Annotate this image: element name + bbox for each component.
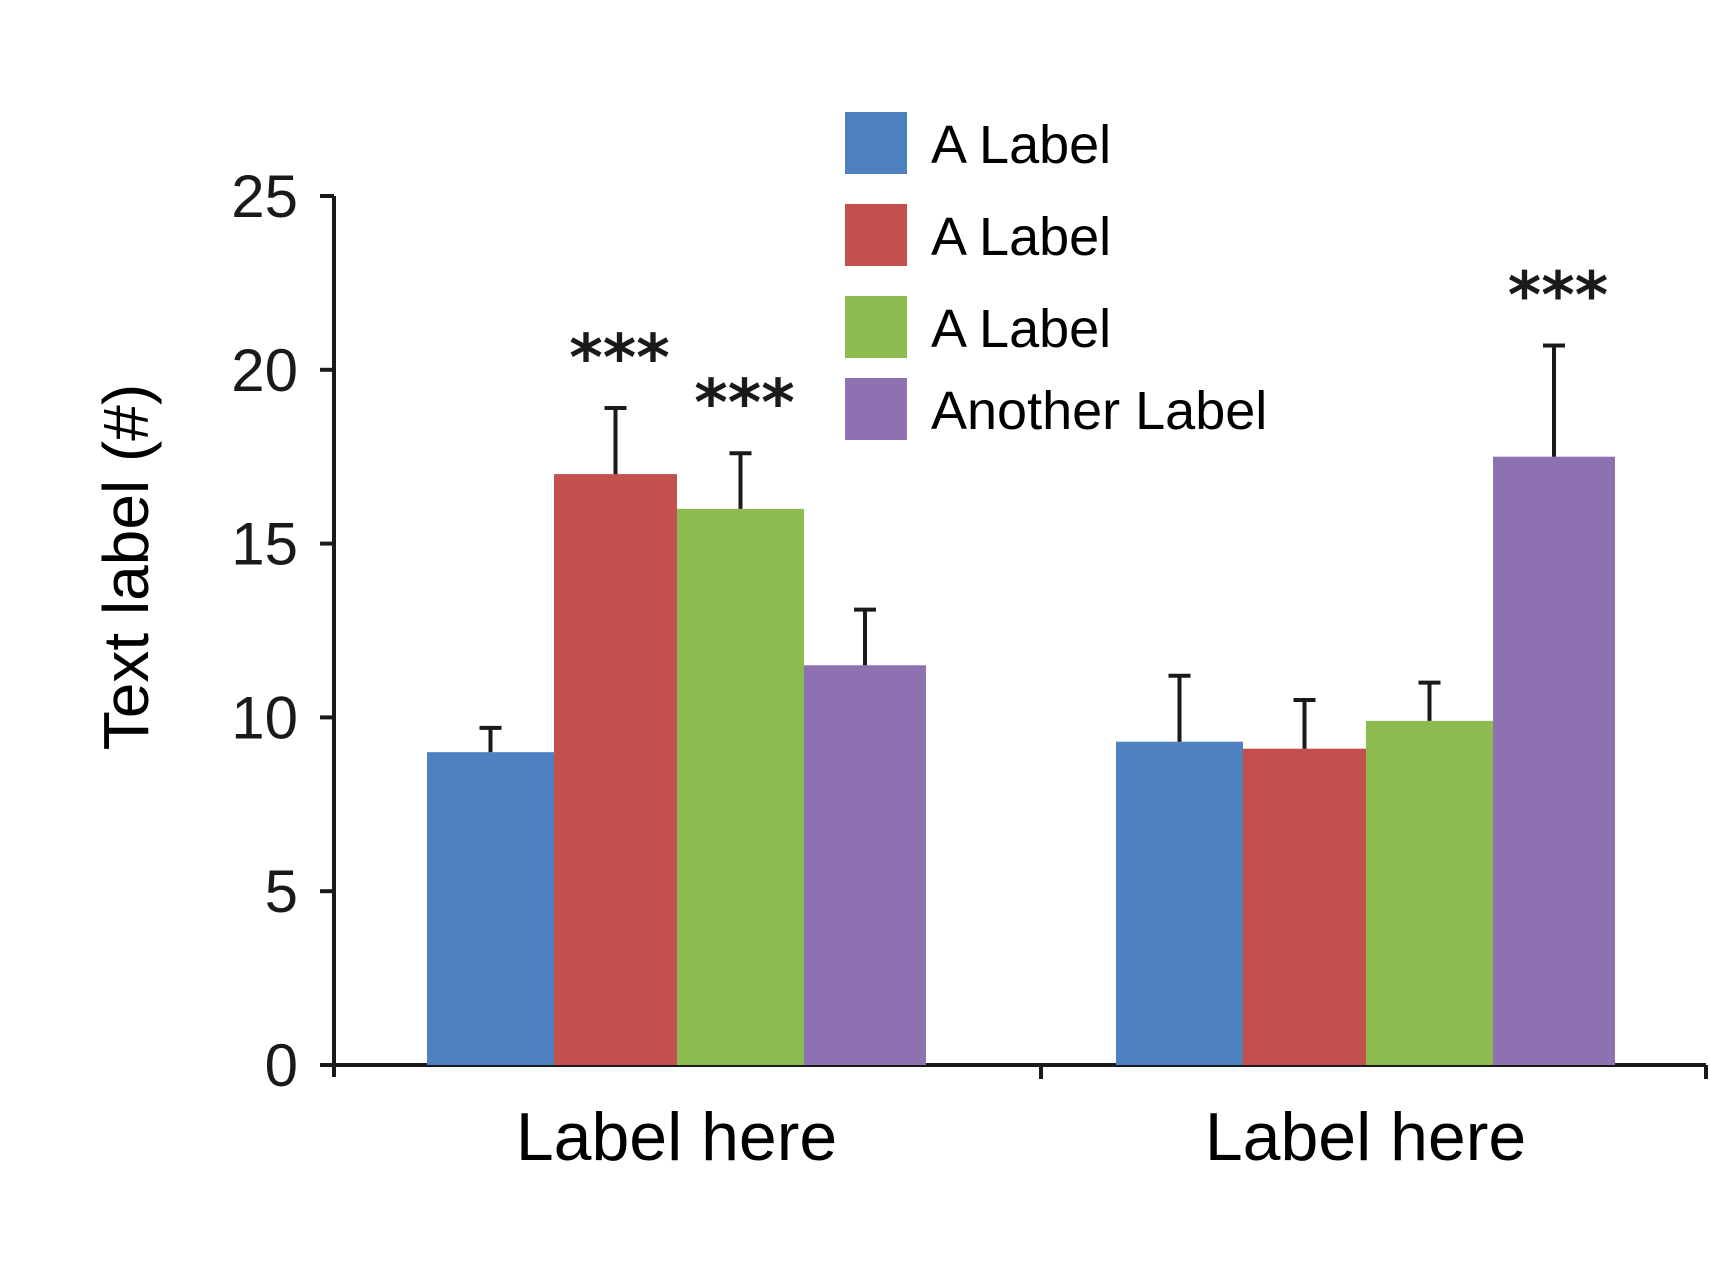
bars (427, 456, 1615, 1066)
bar (1366, 720, 1493, 1065)
legend-label: A Label (931, 207, 1111, 267)
bar (1243, 748, 1366, 1065)
y-tick-label: 5 (265, 858, 298, 925)
x-tick-label: Label here (516, 1099, 837, 1175)
y-tick-label: 0 (265, 1032, 298, 1099)
legend-label: Another Label (931, 381, 1267, 441)
y-tick-label: 15 (231, 511, 298, 578)
bar (427, 752, 554, 1065)
bar (804, 665, 926, 1065)
legend-swatch (845, 378, 907, 440)
significance-annotation: *** (694, 367, 794, 441)
y-tick-label: 10 (231, 684, 298, 751)
x-tick-label: Label here (1205, 1099, 1526, 1175)
significance-annotation: *** (1508, 259, 1608, 333)
legend-label: A Label (931, 115, 1111, 175)
bar (1493, 456, 1615, 1065)
legend: A Label A Label A Label Another Label (845, 112, 1267, 441)
bar (554, 474, 677, 1066)
legend-swatch (845, 112, 907, 174)
legend-label: A Label (931, 299, 1111, 359)
annotations: *** *** *** (569, 259, 1608, 441)
bar (677, 508, 804, 1066)
significance-annotation: *** (569, 322, 669, 396)
axes: 0 5 10 15 20 25 Label here Label here (231, 163, 1708, 1175)
y-tick-label: 25 (231, 163, 298, 230)
legend-swatch (845, 296, 907, 358)
y-axis-label: Text label (#) (90, 384, 162, 750)
bar (1116, 741, 1243, 1065)
legend-swatch (845, 204, 907, 266)
y-tick-label: 20 (231, 337, 298, 404)
error-bars (479, 343, 1565, 753)
